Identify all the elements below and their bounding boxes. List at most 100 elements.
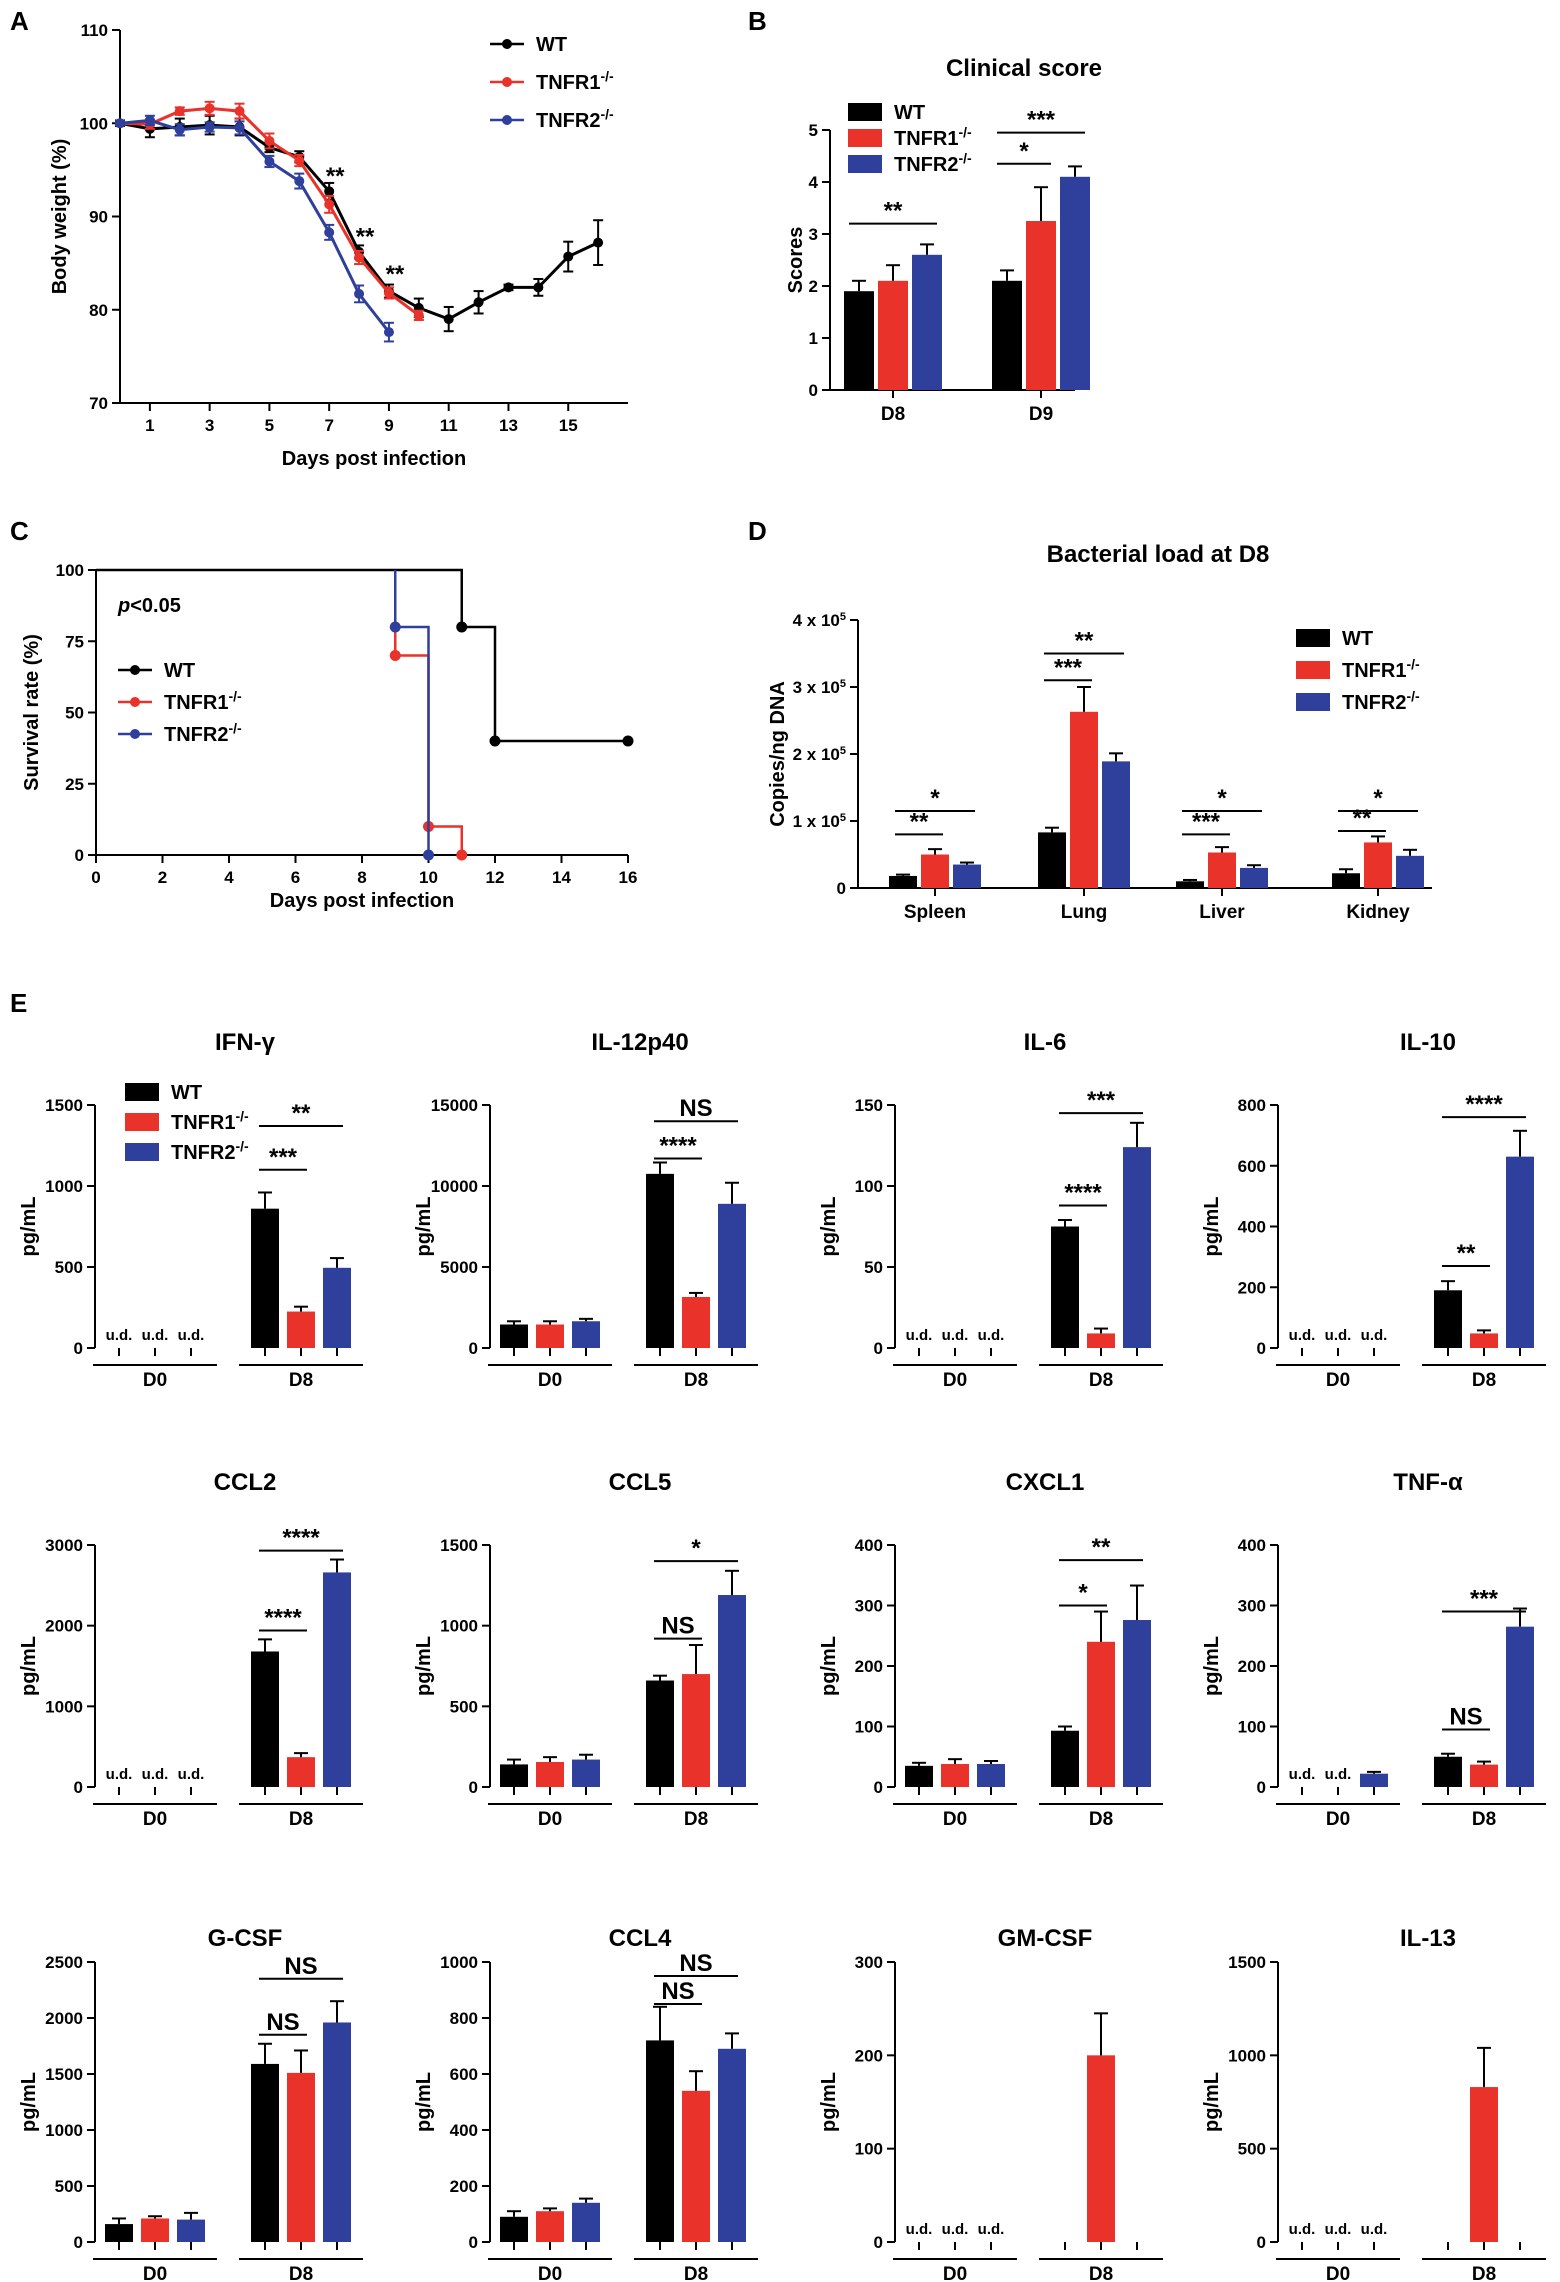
y-tick-label: 1000 <box>45 1697 83 1716</box>
bar-WT <box>251 1208 279 1348</box>
bar-WT <box>1051 1226 1079 1348</box>
y-axis-label: pg/mL <box>818 1636 840 1696</box>
y-tick-label: 4 x 105 <box>793 611 846 630</box>
data-point-WT <box>473 297 484 308</box>
y-tick-label: 2000 <box>45 1617 83 1636</box>
bar-TNFR1 <box>682 2090 710 2242</box>
group-label: D0 <box>538 1809 562 1830</box>
bar-TNFR2 <box>1360 1773 1388 1787</box>
legend-label-TNFR2: TNFR2-/- <box>536 106 614 132</box>
sig-label: * <box>1078 1580 1088 1607</box>
bar-TNFR2 <box>1060 176 1090 390</box>
chart-title: IL-10 <box>1400 1029 1456 1056</box>
bar-TNFR1 <box>536 1324 564 1348</box>
bar-TNFR1 <box>536 2211 564 2242</box>
y-axis-label: pg/mL <box>18 1636 40 1696</box>
y-tick-label: 2 <box>809 277 818 296</box>
data-point-TNFR2 <box>204 121 215 132</box>
group-label: D0 <box>1326 1809 1350 1830</box>
bar-WT <box>1176 881 1204 888</box>
bar-TNFR1 <box>1208 852 1236 888</box>
legend-label-TNFR1: TNFR1-/- <box>1342 656 1420 682</box>
panel-e-chart-gmcsf: GM-CSF 0 100 200 300 pg/mL D0 u.d. u.d. u.d. D8 <box>818 1925 1163 2282</box>
y-tick-label: 80 <box>89 301 108 320</box>
panel-letter-E: E <box>10 988 27 1018</box>
bar-TNFR2 <box>718 1595 746 1787</box>
panel-letters: A B C D E <box>10 6 767 1018</box>
bar-WT <box>646 1680 674 1787</box>
bar-TNFR1 <box>141 2218 169 2242</box>
sig-label: ** <box>292 1100 311 1127</box>
group-label: D8 <box>1089 2264 1113 2282</box>
undetected-label: u.d. <box>106 1327 133 1344</box>
y-axis-label: pg/mL <box>413 2072 435 2132</box>
bar-TNFR2 <box>177 2219 205 2242</box>
x-axis-label: Days post infection <box>270 890 454 912</box>
panel-letter-D: D <box>748 516 767 546</box>
sig-label: ** <box>910 808 929 835</box>
bar-TNFR2 <box>323 1572 351 1787</box>
panel-e-chart-ifng: IFN-γ 0 500 1000 1500 pg/mL D0 u.d. u.d. u.d. D8 **… <box>18 1029 363 1391</box>
panel-e-chart-il12p40: IL-12p40 0 5000 10000 15000 pg/mL D0 D8 **** NS <box>413 1029 758 1391</box>
legend-label-TNFR1: TNFR1-/- <box>894 124 972 150</box>
sig-label: **** <box>282 1525 320 1552</box>
legend-swatch-WT <box>125 1083 159 1101</box>
y-tick-label: 0 <box>469 1339 478 1358</box>
y-axis-label: pg/mL <box>18 1197 40 1257</box>
legend-marker-TNFR2 <box>502 115 512 125</box>
y-tick-label: 100 <box>855 1177 883 1196</box>
y-tick-label: 500 <box>1238 2140 1266 2159</box>
legend-swatch-TNFR1 <box>848 129 882 147</box>
y-axis-label: Copies/ng DNA <box>767 681 789 827</box>
y-tick-label: 0 <box>874 2233 883 2252</box>
chart-title: CXCL1 <box>1006 1469 1085 1496</box>
undetected-label: u.d. <box>978 1327 1005 1344</box>
bar-TNFR1 <box>1070 711 1098 888</box>
y-axis-label: pg/mL <box>1201 1636 1223 1696</box>
undetected-label: u.d. <box>1325 1766 1352 1783</box>
y-tick-label: 1500 <box>1228 1953 1266 1972</box>
x-tick-label: 15 <box>559 416 578 435</box>
panel-e-chart-ccl2: CCL2 0 1000 2000 3000 pg/mL D0 u.d. u.d. u.d. D8 **… <box>18 1469 363 1830</box>
undetected-label: u.d. <box>178 1766 205 1783</box>
bar-TNFR1 <box>682 1674 710 1787</box>
sig-label: *** <box>1470 1586 1499 1613</box>
data-point-TNFR1 <box>234 106 245 117</box>
data-point-WT <box>503 282 514 293</box>
y-axis-label: pg/mL <box>413 1197 435 1257</box>
group-label: D8 <box>1472 1370 1496 1391</box>
y-axis-label: Body weight (%) <box>49 139 71 295</box>
bar-TNFR1 <box>1470 1333 1498 1348</box>
survival-marker-TNFR1 <box>389 650 401 661</box>
undetected-label: u.d. <box>1289 1766 1316 1783</box>
legend-swatch-TNFR1 <box>125 1113 159 1131</box>
bar-WT <box>251 1651 279 1787</box>
x-tick-label: 4 <box>224 868 234 887</box>
sig-label: ** <box>1075 628 1094 655</box>
panel-e-chart-ccl5: CCL5 0 500 1000 1500 pg/mL D0 D8 NS * <box>413 1469 758 1830</box>
group-label: D8 <box>1089 1370 1113 1391</box>
y-axis-label: pg/mL <box>818 1197 840 1257</box>
y-tick-label: 1000 <box>440 1617 478 1636</box>
y-tick-label: 0 <box>874 1778 883 1797</box>
y-tick-label: 25 <box>65 775 84 794</box>
legend-swatch-WT <box>848 103 882 121</box>
data-point-TNFR1 <box>354 252 365 263</box>
group-label: D8 <box>684 1809 708 1830</box>
bar-TNFR2 <box>323 2022 351 2242</box>
y-tick-label: 2000 <box>45 2009 83 2028</box>
bar-TNFR2 <box>718 1203 746 1348</box>
data-point-WT <box>443 314 454 325</box>
y-axis-label: pg/mL <box>413 1636 435 1696</box>
chart-title: Clinical score <box>946 55 1102 82</box>
bar-WT <box>1332 873 1360 888</box>
bar-WT <box>646 2040 674 2242</box>
legend-swatch-TNFR2 <box>848 155 882 173</box>
significance-annotation: ** <box>386 261 405 288</box>
y-tick-label: 100 <box>56 561 84 580</box>
y-tick-label: 1000 <box>440 1953 478 1972</box>
bar-TNFR2 <box>953 864 981 888</box>
panel-d-bar-chart: Bacterial load at D8 0 1 x 105 2 x 105 3 x 1… <box>767 541 1432 923</box>
bar-TNFR2 <box>977 1764 1005 1787</box>
